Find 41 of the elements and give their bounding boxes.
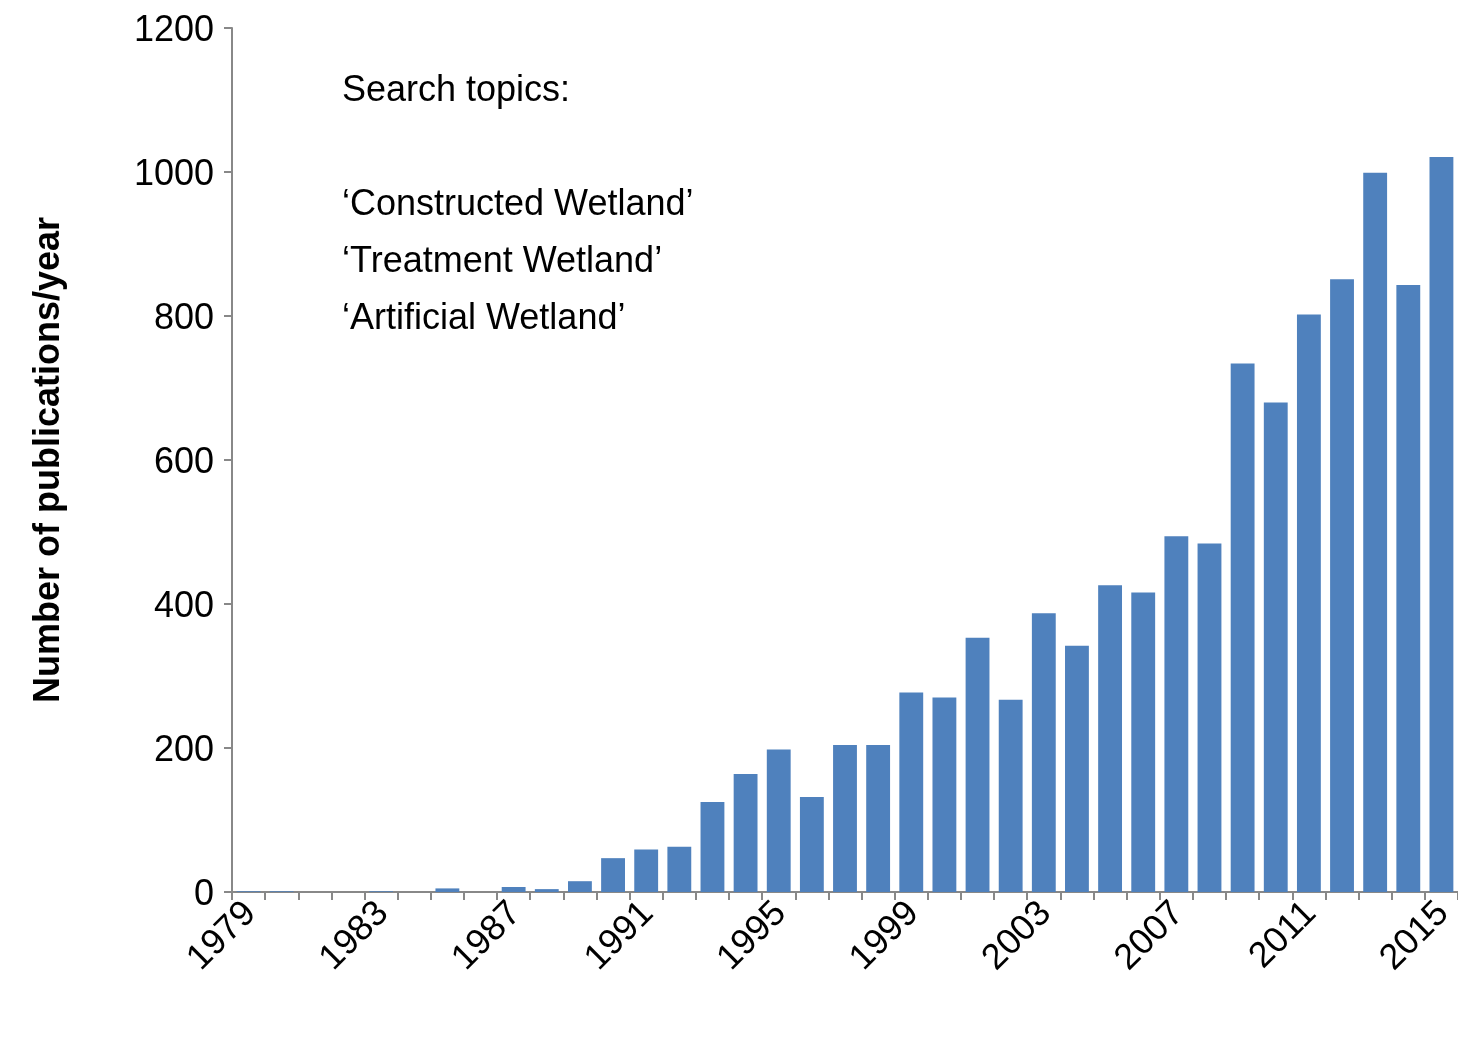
bar	[1164, 536, 1189, 892]
annotation: ‘Treatment Wetland’	[342, 238, 663, 280]
bar	[501, 886, 526, 892]
bar	[766, 749, 791, 892]
bar	[1098, 585, 1123, 892]
y-tick-label: 600	[153, 439, 214, 481]
bar	[733, 773, 758, 892]
annotation: ‘Artificial Wetland’	[342, 295, 626, 337]
bar	[1330, 279, 1354, 892]
annotation: Search topics:	[342, 67, 571, 109]
bar	[833, 745, 857, 892]
bar	[1230, 363, 1255, 892]
bar	[667, 846, 692, 892]
bar	[700, 802, 725, 892]
bar	[634, 849, 659, 892]
y-tick-label: 800	[153, 295, 214, 337]
y-tick-label: 1000	[133, 151, 214, 193]
bar	[1131, 592, 1156, 892]
bar	[965, 637, 990, 892]
bar	[1197, 543, 1222, 892]
bar	[1031, 613, 1056, 892]
bar	[435, 888, 460, 892]
bar	[534, 889, 559, 892]
y-axis-title: Number of publications/year	[25, 216, 67, 704]
bar	[998, 699, 1023, 892]
bar	[601, 858, 625, 892]
bar	[1363, 172, 1388, 892]
bar	[899, 692, 924, 892]
y-tick-label: 400	[153, 583, 214, 625]
bar	[1065, 645, 1089, 892]
y-tick-label: 1200	[133, 7, 214, 49]
bar	[1429, 156, 1454, 892]
bar	[799, 796, 824, 892]
bar	[866, 745, 891, 892]
annotation: ‘Constructed Wetland’	[342, 181, 694, 223]
bar	[1396, 285, 1421, 892]
bar	[932, 697, 957, 892]
bar	[1263, 402, 1288, 892]
bar	[1296, 314, 1321, 892]
bar	[567, 881, 592, 892]
y-tick-label: 200	[153, 727, 214, 769]
